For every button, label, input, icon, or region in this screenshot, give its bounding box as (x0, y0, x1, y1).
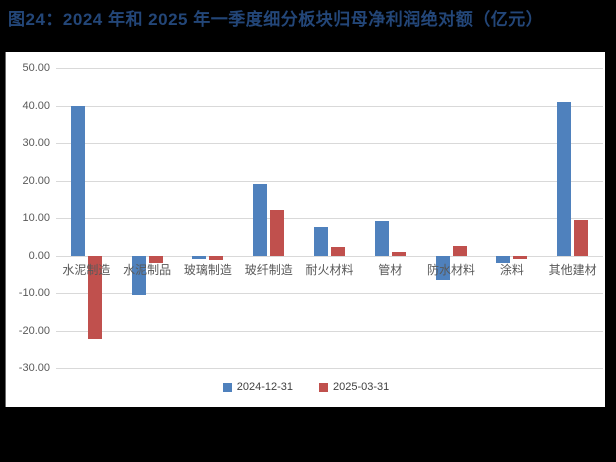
bar-2024-12-31-其他建材 (557, 101, 572, 256)
gridline (56, 68, 603, 69)
bar-2025-03-31-玻纤制造 (270, 209, 285, 256)
bar-2024-12-31-玻纤制造 (253, 184, 268, 256)
x-category-label: 水泥制品 (123, 262, 172, 277)
bar-2025-03-31-水泥制品 (148, 255, 163, 263)
bar-2025-03-31-其他建材 (574, 220, 589, 256)
y-tick-label: 40.00 (22, 99, 50, 112)
y-tick-label: 20.00 (22, 174, 50, 187)
legend-item-2024: 2024-12-31 (222, 381, 293, 393)
gridline (56, 180, 603, 182)
bar-2024-12-31-耐火材料 (314, 226, 328, 256)
legend: 2024-12-31 2025-03-31 (6, 381, 606, 393)
x-category-label: 管材 (378, 262, 403, 277)
bar-2025-03-31-水泥制造 (87, 255, 102, 339)
x-category-label: 玻璃制造 (183, 262, 232, 277)
y-tick-label: -30.00 (18, 362, 50, 374)
x-category-label: 玻纤制造 (244, 262, 293, 277)
y-tick-label: 0.00 (28, 249, 50, 262)
y-tick-label: 10.00 (22, 212, 50, 224)
legend-item-2025: 2025-03-31 (319, 381, 389, 393)
bar-2025-03-31-玻璃制造 (209, 255, 224, 260)
x-category-label: 涂料 (499, 262, 524, 277)
bar-2024-12-31-玻璃制造 (192, 255, 207, 259)
y-tick-label: 30.00 (22, 137, 50, 149)
gridline (56, 330, 603, 332)
gridline (56, 255, 603, 257)
bar-2024-12-31-防水材料 (435, 255, 450, 281)
gridline (56, 368, 603, 369)
legend-label-2024: 2024-12-31 (236, 381, 293, 393)
gridline (56, 218, 603, 219)
bar-2025-03-31-涂料 (513, 255, 528, 259)
x-category-label: 防水材料 (427, 262, 476, 277)
x-category-label: 耐火材料 (305, 262, 354, 277)
gridline (56, 143, 603, 144)
x-category-label: 水泥制造 (62, 262, 111, 277)
gridline (56, 293, 603, 294)
legend-label-2025: 2025-03-31 (333, 381, 390, 393)
gridline (56, 105, 603, 107)
bar-2024-12-31-涂料 (496, 255, 511, 263)
figure-title: 图24：2024 年和 2025 年一季度细分板块归母净利润绝对额（亿元） (8, 10, 544, 29)
plot-area (56, 68, 603, 369)
chart-panel: 2024-12-31 2025-03-31 50.00 40.00 30.00 20.… (5, 52, 605, 407)
y-tick-label: -20.00 (18, 324, 50, 337)
y-tick-label: 50.00 (22, 62, 50, 74)
bar-2024-12-31-水泥制造 (70, 106, 85, 256)
bar-2025-03-31-耐火材料 (331, 247, 345, 256)
bar-2024-12-31-管材 (374, 221, 389, 256)
legend-swatch-2025-icon (319, 382, 328, 392)
bar-2025-03-31-管材 (391, 252, 406, 256)
bar-2024-12-31-水泥制品 (131, 255, 146, 295)
x-category-label: 其他建材 (548, 262, 597, 277)
legend-swatch-2024-icon (222, 382, 232, 392)
bar-2025-03-31-防水材料 (452, 246, 467, 256)
y-tick-label: -10.00 (18, 287, 50, 299)
